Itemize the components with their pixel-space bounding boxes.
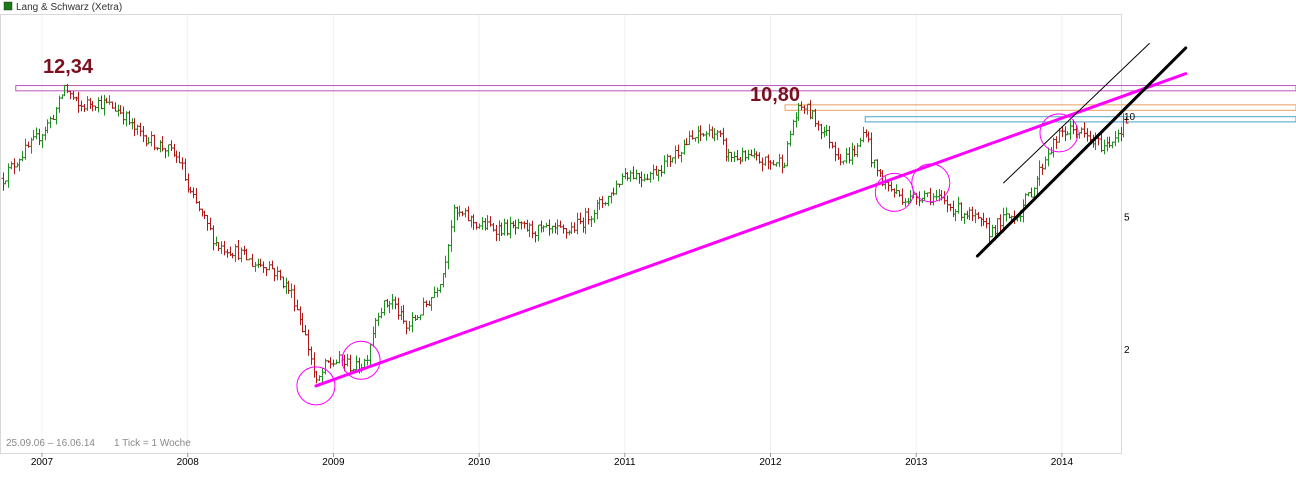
price-level-band — [864, 116, 1296, 123]
high-price-label: 12,34 — [43, 56, 94, 78]
x-tick-label: 2014 — [1051, 457, 1074, 468]
x-tick-label: 2012 — [759, 457, 782, 468]
y-axis: 2 5 10 — [1124, 112, 1136, 356]
x-tick-label: 2009 — [322, 457, 345, 468]
bars-layer — [1, 83, 1129, 384]
circle-marker — [341, 340, 381, 380]
price-bar — [1124, 117, 1129, 124]
legend-label: Lang & Schwarz (Xetra) — [16, 2, 122, 13]
trend-line-2 — [975, 46, 1188, 258]
trend-line-3 — [1003, 43, 1150, 184]
trend-line-1 — [314, 72, 1188, 388]
x-tick-label: 2008 — [177, 457, 200, 468]
circle-layer — [296, 113, 1079, 406]
x-tick-label: 2011 — [614, 457, 636, 468]
circle-marker — [874, 172, 914, 212]
price-level-band — [784, 104, 1296, 111]
x-axis: 2007 2008 2009 2010 2011 2012 2013 2014 — [31, 453, 1074, 468]
trend-layer — [314, 43, 1188, 388]
y-tick-label: 10 — [1124, 112, 1136, 123]
circle-marker — [1039, 113, 1079, 153]
y-tick-label: 2 — [1124, 345, 1130, 356]
circle-marker — [911, 163, 951, 203]
grid-layer — [41, 15, 1063, 453]
high2-price-label: 10,80 — [750, 84, 800, 106]
plot-area — [0, 14, 1122, 454]
y-tick-label: 5 — [1124, 212, 1130, 223]
circle-marker — [296, 366, 336, 406]
footer-range: 25.09.06 – 16.06.14 — [6, 438, 95, 449]
x-tick-label: 2010 — [468, 457, 491, 468]
x-tick-label: 2013 — [905, 457, 928, 468]
legend-swatch — [3, 1, 13, 11]
footer-tick-info: 1 Tick = 1 Woche — [114, 438, 191, 449]
x-tick-label: 2007 — [31, 457, 54, 468]
